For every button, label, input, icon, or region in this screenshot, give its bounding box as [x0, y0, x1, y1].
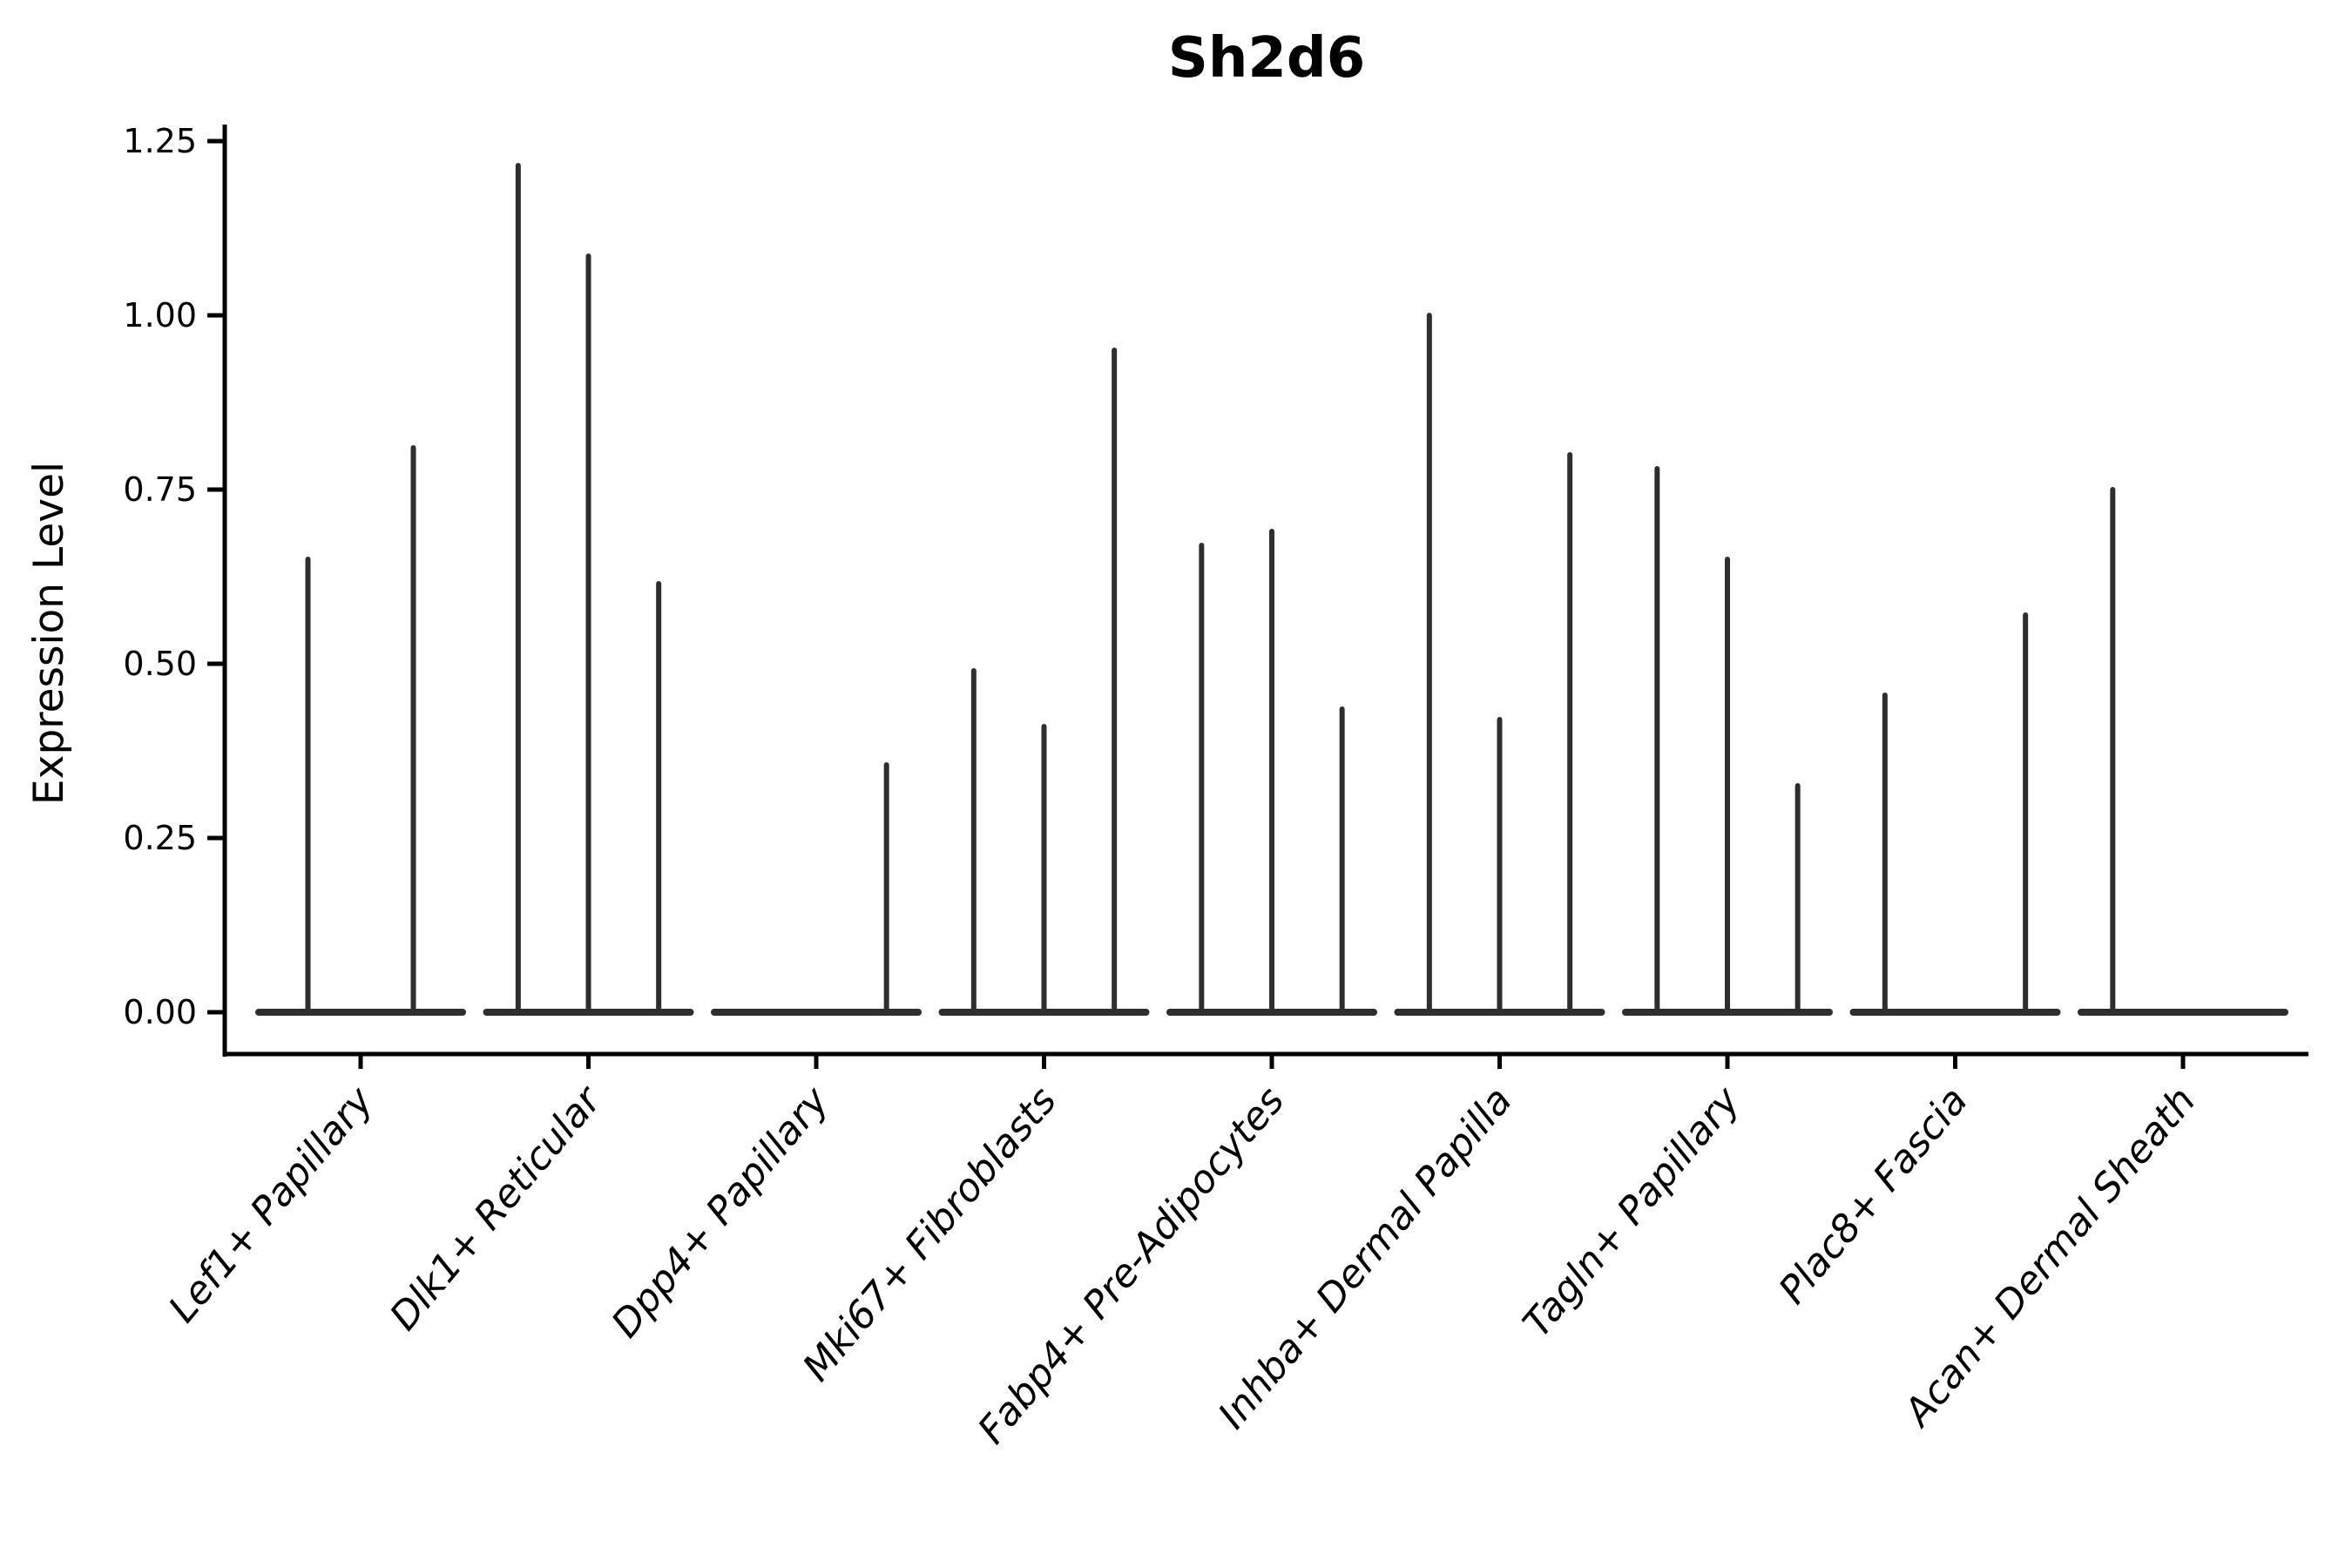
y-tick-label: 1.25: [123, 122, 197, 160]
x-tick-label: Dlk1+ Reticular: [382, 1077, 612, 1339]
x-tick-label: Tagln+ Papillary: [1515, 1078, 1749, 1346]
y-tick-label: 0.25: [123, 819, 197, 857]
x-tick-label: Mki67+ Fibroblasts: [794, 1078, 1065, 1389]
y-tick-label: 0.50: [123, 645, 197, 683]
x-tick-label: Dpp4+ Papillary: [603, 1078, 838, 1347]
x-tick-label: Lef1+ Papillary: [160, 1078, 382, 1331]
x-tick-label: Plac8+ Fascia: [1770, 1078, 1977, 1312]
y-tick-label: 0.00: [123, 993, 197, 1031]
y-axis-label: Expression Level: [25, 462, 73, 805]
y-tick-label: 0.75: [123, 470, 197, 509]
chart-title: Sh2d6: [1168, 26, 1366, 91]
y-tick-label: 1.00: [123, 296, 197, 335]
